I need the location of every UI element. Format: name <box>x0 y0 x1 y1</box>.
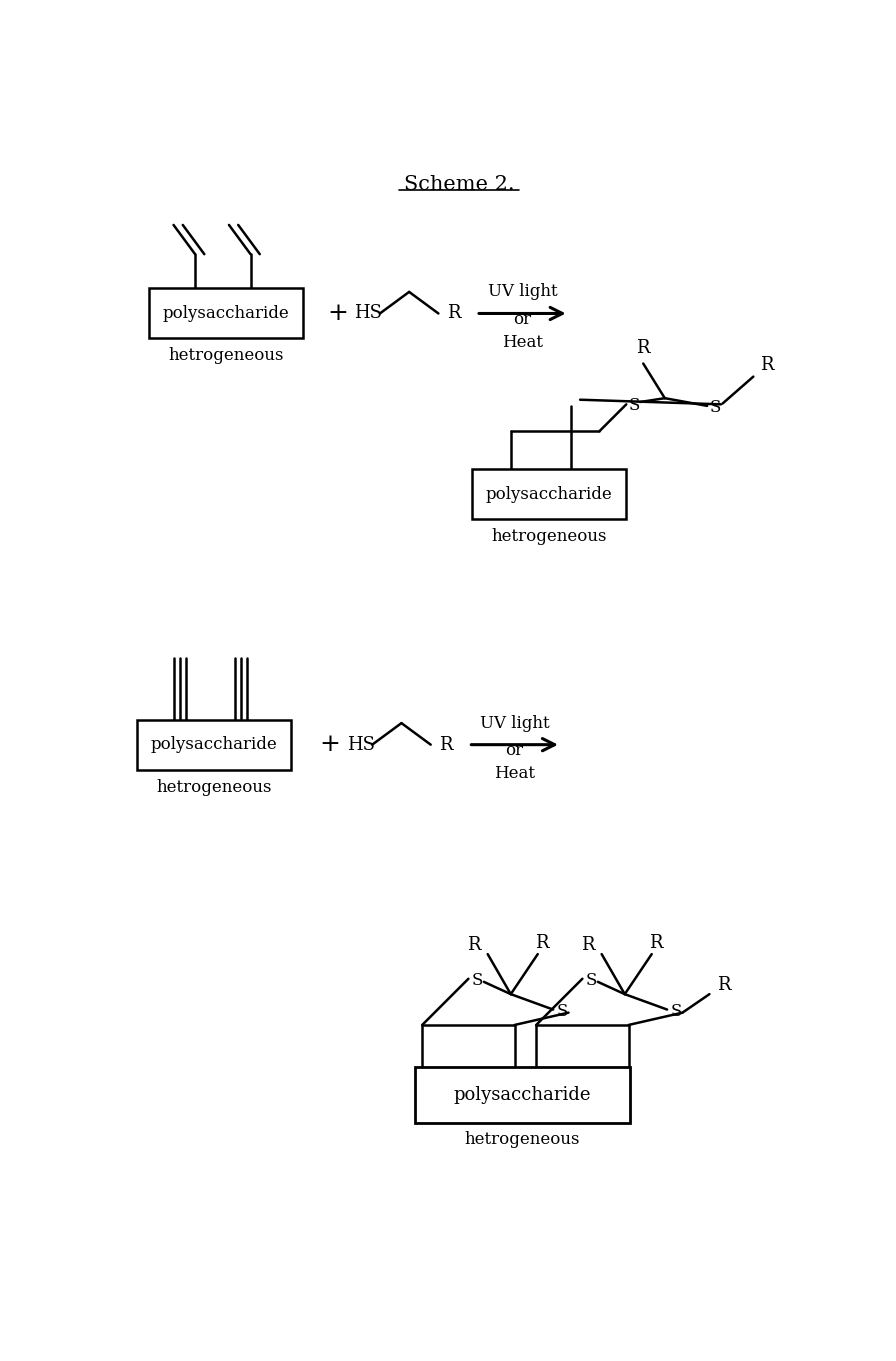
Text: polysaccharide: polysaccharide <box>486 486 613 504</box>
Text: S: S <box>628 397 640 414</box>
Text: hetrogeneous: hetrogeneous <box>465 1131 580 1149</box>
Text: HS: HS <box>354 305 383 323</box>
Text: or: or <box>505 742 523 759</box>
Text: R: R <box>581 936 595 954</box>
Text: R: R <box>439 736 452 754</box>
Bar <box>415 1067 630 1123</box>
Bar <box>149 289 303 339</box>
Text: S: S <box>709 399 720 416</box>
Text: R: R <box>649 934 662 951</box>
Text: Heat: Heat <box>494 765 535 783</box>
Text: polysaccharide: polysaccharide <box>151 736 278 753</box>
Text: S: S <box>670 1003 682 1019</box>
Text: S: S <box>472 972 483 989</box>
Text: +: + <box>319 734 340 757</box>
Text: UV light: UV light <box>480 715 549 732</box>
Text: S: S <box>556 1003 568 1019</box>
Text: polysaccharide: polysaccharide <box>453 1086 591 1104</box>
Bar <box>472 470 626 520</box>
Text: R: R <box>717 976 730 994</box>
Text: R: R <box>447 305 461 323</box>
Text: or: or <box>513 312 531 328</box>
Text: R: R <box>467 936 480 954</box>
Text: Scheme 2.: Scheme 2. <box>404 176 514 195</box>
Text: R: R <box>761 357 774 374</box>
Text: Heat: Heat <box>502 335 543 351</box>
Text: polysaccharide: polysaccharide <box>162 305 289 323</box>
Text: R: R <box>636 339 650 357</box>
Bar <box>137 720 291 770</box>
Text: hetrogeneous: hetrogeneous <box>168 347 284 365</box>
Text: hetrogeneous: hetrogeneous <box>492 528 607 546</box>
Text: R: R <box>535 934 548 951</box>
Text: +: + <box>327 302 348 325</box>
Text: HS: HS <box>347 736 375 754</box>
Text: hetrogeneous: hetrogeneous <box>157 778 272 796</box>
Text: UV light: UV light <box>487 283 557 301</box>
Text: S: S <box>586 972 598 989</box>
